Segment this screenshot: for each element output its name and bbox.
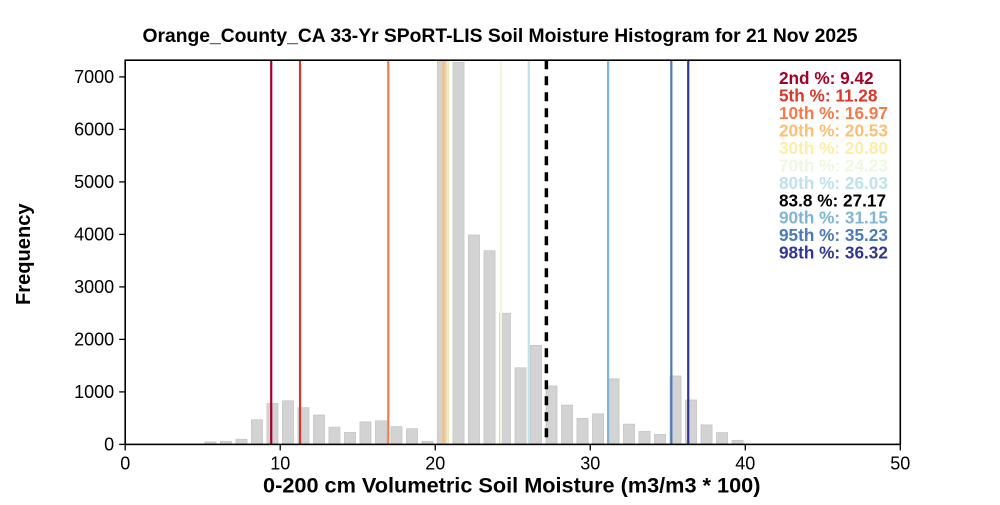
svg-text:0-200 cm Volumetric Soil Moist: 0-200 cm Volumetric Soil Moisture (m3/m3…: [263, 473, 760, 498]
svg-text:2000: 2000: [74, 329, 114, 349]
svg-text:0: 0: [120, 453, 130, 473]
svg-text:7000: 7000: [74, 67, 114, 87]
svg-text:50: 50: [890, 453, 910, 473]
svg-text:Orange_County_CA 33-Yr SPoRT-L: Orange_County_CA 33-Yr SPoRT-LIS Soil Mo…: [143, 26, 858, 47]
svg-text:6000: 6000: [74, 119, 114, 139]
svg-text:10: 10: [270, 453, 290, 473]
svg-text:3000: 3000: [74, 277, 114, 297]
svg-text:5000: 5000: [74, 172, 114, 192]
svg-text:40: 40: [735, 453, 755, 473]
svg-text:98th %: 36.32: 98th %: 36.32: [779, 243, 888, 263]
svg-text:30: 30: [580, 453, 600, 473]
svg-text:Frequency: Frequency: [13, 203, 35, 305]
svg-text:4000: 4000: [74, 224, 114, 244]
svg-text:1000: 1000: [74, 382, 114, 402]
svg-text:0: 0: [104, 434, 114, 454]
svg-text:20: 20: [425, 453, 445, 473]
